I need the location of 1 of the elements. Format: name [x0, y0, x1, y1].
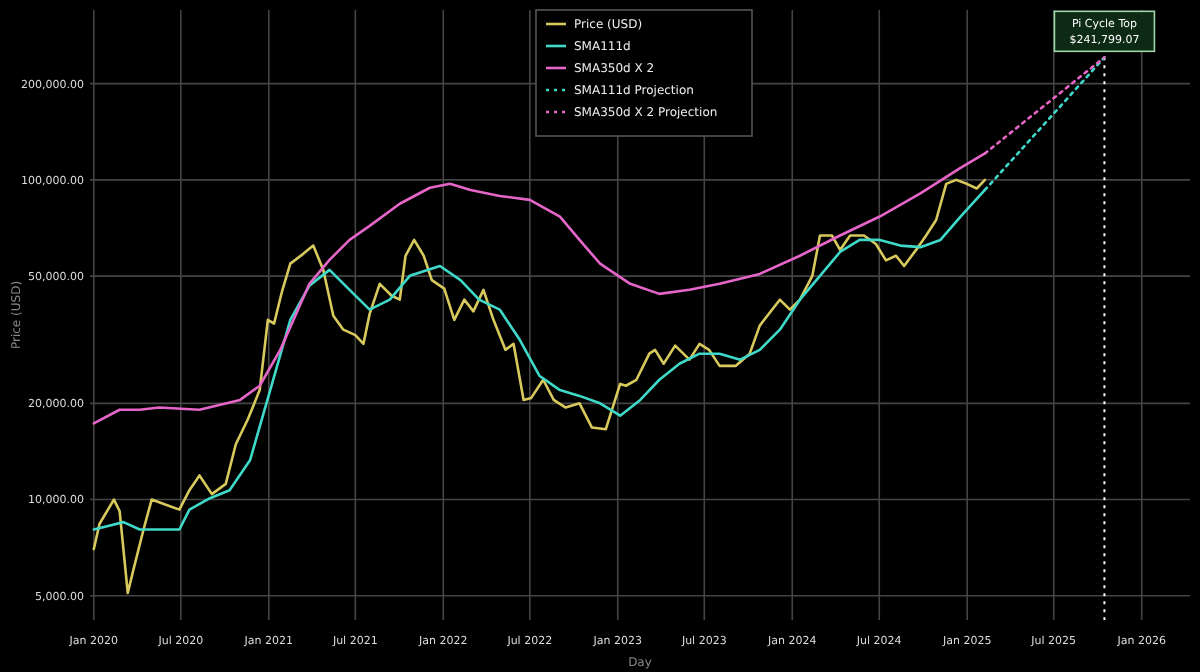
- line-series: [92, 178, 987, 595]
